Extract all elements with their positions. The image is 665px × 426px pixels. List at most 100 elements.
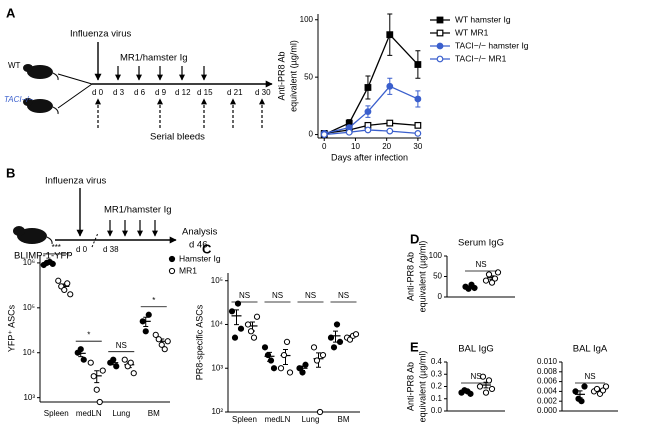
x-tick-label: Lung xyxy=(302,415,320,424)
data-point xyxy=(161,346,168,353)
data-point xyxy=(599,387,607,394)
break xyxy=(91,232,99,248)
legend-label: TACI−/− hamster Ig xyxy=(455,40,529,50)
data-point xyxy=(237,325,245,332)
data-point xyxy=(286,369,294,376)
data-point xyxy=(270,365,278,372)
data-point xyxy=(327,334,335,341)
significance-label: NS xyxy=(305,291,316,300)
x-tick-label: medLN xyxy=(265,415,291,424)
panel-label: A xyxy=(6,5,16,20)
y-tick-label: 0 xyxy=(438,292,443,301)
data-point xyxy=(139,318,146,325)
data-point xyxy=(158,341,165,348)
data-point xyxy=(110,356,117,363)
data-point xyxy=(244,321,252,328)
significance-label: NS xyxy=(584,372,595,381)
marker xyxy=(345,128,353,136)
legend-label: Hamster Ig xyxy=(179,253,221,263)
data-point xyxy=(283,338,291,345)
marker xyxy=(436,55,444,63)
mouse-icon xyxy=(23,98,59,115)
day-label: d 12 xyxy=(175,88,191,97)
marker xyxy=(414,61,422,68)
data-point xyxy=(250,334,258,341)
data-point xyxy=(482,389,490,396)
label: Influenza virus xyxy=(70,29,132,40)
panel-label: B xyxy=(6,165,15,180)
data-point xyxy=(99,367,106,374)
significance-label: * xyxy=(87,330,90,339)
y-axis-label: PR8-specific ASCs xyxy=(194,304,204,380)
x-tick-label: Spleen xyxy=(232,415,257,424)
label: Analysis xyxy=(182,227,218,238)
significance-label: *** xyxy=(52,243,61,252)
marker xyxy=(414,121,422,129)
y-tick-label: 10⁶ xyxy=(23,258,35,267)
data-point xyxy=(330,344,338,351)
data-point xyxy=(152,331,159,338)
data-point xyxy=(130,370,137,377)
y-tick-label: 0.004 xyxy=(537,387,558,396)
data-point xyxy=(476,383,484,390)
data-point xyxy=(261,344,269,351)
marker xyxy=(364,84,372,91)
marker xyxy=(386,127,394,135)
data-point xyxy=(319,351,327,359)
data-point xyxy=(602,383,610,390)
data-point xyxy=(67,291,74,298)
marker xyxy=(414,95,422,103)
marker xyxy=(386,82,394,90)
day-label: d 0 xyxy=(76,245,88,254)
y-tick-label: 100 xyxy=(429,251,443,260)
data-point xyxy=(593,385,601,393)
day-label: d 3 xyxy=(113,88,125,97)
data-point xyxy=(310,344,318,351)
data-point xyxy=(228,308,236,315)
y-tick-label: 100 xyxy=(300,15,314,24)
marker xyxy=(436,16,444,24)
data-point xyxy=(155,336,162,343)
y-tick-label: 0.000 xyxy=(537,406,558,415)
data-point xyxy=(80,356,87,363)
data-point xyxy=(55,277,62,284)
data-point xyxy=(465,285,472,292)
x-tick-label: Spleen xyxy=(44,409,69,418)
marker xyxy=(436,42,444,50)
data-point xyxy=(488,279,496,286)
data-point xyxy=(494,269,502,276)
label: MR1/hamster Ig xyxy=(104,205,172,216)
y-axis-label: equivalent (µg/ml) xyxy=(288,40,298,112)
data-point xyxy=(87,359,94,366)
day-label: d 0 xyxy=(92,88,104,97)
data-point xyxy=(49,260,56,268)
legend-marker xyxy=(168,255,176,263)
marker xyxy=(364,126,372,134)
data-point xyxy=(488,385,496,393)
data-point xyxy=(93,386,100,393)
day-label: d 38 xyxy=(103,245,119,254)
data-point xyxy=(277,365,285,372)
y-tick-label: 0.010 xyxy=(537,357,558,366)
data-point xyxy=(336,338,344,345)
day-label: d 9 xyxy=(155,88,167,97)
significance-label: NS xyxy=(116,341,127,350)
marker xyxy=(386,119,394,127)
data-point xyxy=(231,334,239,341)
legend-label: WT hamster Ig xyxy=(455,14,511,24)
legend-marker xyxy=(168,267,176,275)
data-point xyxy=(61,286,68,294)
y-tick-label: 10³ xyxy=(23,393,35,402)
day-label: d 6 xyxy=(134,88,146,97)
data-point xyxy=(280,351,288,359)
data-point xyxy=(313,357,321,364)
x-tick-label: 0 xyxy=(322,142,327,151)
mouse-icon xyxy=(23,64,59,81)
mouse-label: TACI−/− xyxy=(4,95,34,104)
mouse-icon xyxy=(13,226,53,245)
y-axis-label: Anti-PR8 Ab xyxy=(405,252,415,301)
error-bar xyxy=(234,309,239,326)
y-tick-label: 50 xyxy=(304,72,313,81)
data-point xyxy=(352,331,360,338)
